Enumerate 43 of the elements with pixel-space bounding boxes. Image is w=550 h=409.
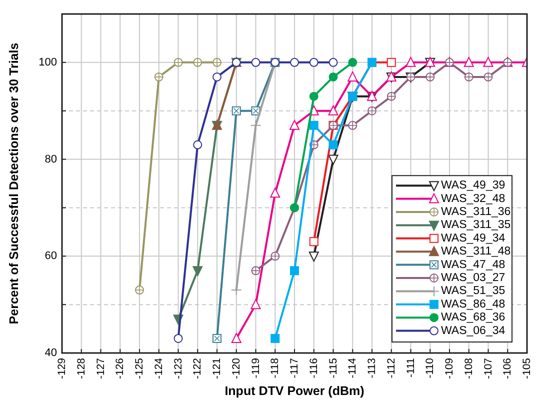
x-tick-label: -110	[424, 358, 436, 378]
x-tick-label: -116	[308, 358, 320, 378]
x-axis-title: Input DTV Power (dBm)	[224, 384, 364, 398]
x-tick-label: -115	[327, 358, 340, 378]
x-tick-label: -125	[134, 358, 146, 380]
x-tick-label: -123	[172, 358, 184, 380]
x-tick-label: -113	[366, 358, 378, 378]
x-tick-label: -106	[502, 358, 514, 380]
legend-label: WAS_311_48	[441, 246, 511, 258]
x-tick-label: -108	[462, 358, 475, 380]
legend-label: WAS_311_35	[441, 219, 511, 232]
y-tick-label: 60	[44, 250, 57, 262]
legend-label: WAS_49_34	[441, 232, 506, 244]
x-tick-label: -112	[385, 358, 398, 378]
legend-label: WAS_06_34	[441, 324, 506, 337]
legend-label: WAS_47_48	[441, 258, 506, 271]
legend-label: WAS_86_48	[441, 298, 506, 310]
x-tick-label: -105	[521, 358, 533, 380]
y-tick-label: 40	[44, 347, 57, 359]
legend-label: WAS_311_36	[441, 206, 511, 218]
x-tick-label: -124	[152, 358, 165, 380]
x-tick-label: -114	[346, 358, 359, 378]
legend-label: WAS_03_27	[441, 272, 506, 284]
legend-label: WAS_51_35	[441, 285, 506, 298]
y-tick-label: 80	[44, 153, 57, 166]
x-tick-label: -107	[482, 358, 494, 380]
legend-label: WAS_32_48	[441, 192, 506, 205]
x-tick-label: -109	[444, 358, 456, 380]
legend-label: WAS_49_39	[441, 180, 506, 192]
x-tick-label: -119	[250, 358, 262, 378]
x-tick-label: -128	[75, 358, 88, 380]
x-tick-label: -120	[230, 358, 242, 380]
x-tick-label: -117	[288, 358, 300, 378]
y-axis-title: Percent of Successful Detections over 30 Trials	[7, 42, 21, 324]
y-tick-label: 100	[38, 56, 57, 68]
x-tick-label: -129	[56, 358, 68, 380]
legend-label: WAS_68_36	[441, 312, 506, 324]
x-tick-label: -118	[269, 358, 282, 378]
x-tick-label: -126	[114, 358, 126, 380]
x-tick-label: -122	[192, 358, 204, 380]
x-tick-label: -111	[404, 358, 417, 378]
x-tick-label: -127	[94, 358, 107, 380]
x-tick-label: -121	[211, 358, 223, 380]
